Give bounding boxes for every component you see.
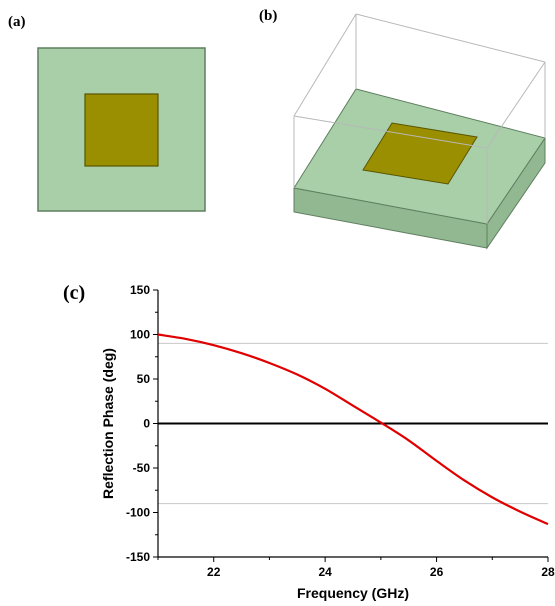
y-tick-label: 50	[137, 372, 151, 386]
x-tick-label: 26	[430, 565, 444, 579]
panel-label-c: (c)	[63, 282, 86, 304]
panel-label-a: (a)	[8, 14, 26, 30]
y-tick-label: -150	[126, 550, 150, 564]
y-tick-label: -100	[126, 506, 150, 520]
x-tick-label: 28	[541, 565, 555, 579]
y-tick-label: 0	[143, 417, 150, 431]
y-tick-label: 100	[130, 328, 150, 342]
x-tick-label: 24	[318, 565, 332, 579]
y-tick-label: 150	[130, 283, 150, 297]
x-tick-label: 22	[207, 565, 221, 579]
x-axis-title: Frequency (GHz)	[297, 585, 409, 601]
y-axis-title: Reflection Phase (deg)	[100, 348, 116, 499]
y-tick-label: -50	[133, 461, 151, 475]
reflection-phase-curve	[157, 333, 549, 526]
panel-label-b: (b)	[259, 8, 278, 24]
